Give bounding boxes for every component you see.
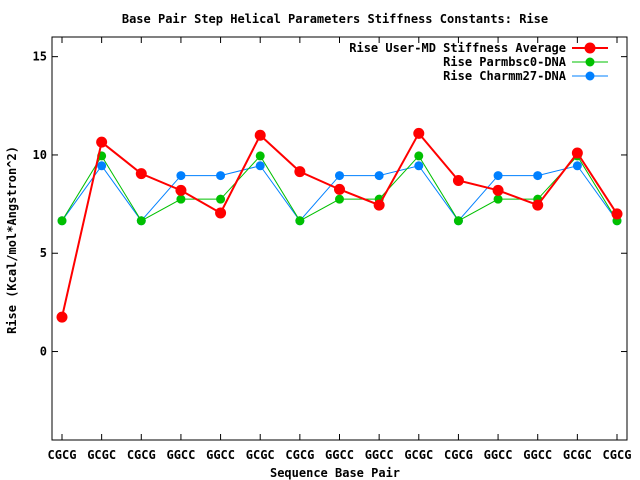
- x-tick-label: GGCC: [325, 448, 354, 462]
- data-point: [295, 216, 305, 226]
- x-tick-label: CGCG: [48, 448, 77, 462]
- data-point: [57, 216, 67, 226]
- legend-label: Rise Parmbsc0-DNA: [443, 55, 567, 69]
- y-tick-label: 10: [33, 148, 47, 162]
- data-point: [414, 151, 424, 161]
- y-axis: 0 5 10 15: [33, 50, 627, 359]
- x-axis: CGCG GCGC CGCG GGCC GGCC GCGC CGCG GGCC GGCC GCGC…: [48, 37, 632, 462]
- series-layer: [56, 127, 623, 323]
- data-point: [452, 175, 464, 187]
- data-point: [294, 166, 306, 178]
- data-point: [255, 151, 265, 161]
- data-point: [533, 171, 543, 181]
- y-tick-label: 15: [33, 50, 47, 64]
- x-tick-label: CGCG: [444, 448, 473, 462]
- data-point: [572, 161, 582, 171]
- x-axis-label: Sequence Base Pair: [270, 466, 400, 480]
- data-point: [335, 194, 344, 204]
- x-tick-label: GCGC: [404, 448, 433, 462]
- data-point: [176, 194, 186, 204]
- y-axis-label: Rise (Kcal/mol*Angstron^2): [5, 146, 19, 334]
- data-point: [176, 171, 186, 181]
- data-point: [532, 199, 544, 211]
- data-point: [215, 207, 227, 219]
- data-point: [97, 161, 107, 171]
- series-0: [56, 127, 623, 323]
- data-point: [334, 183, 345, 195]
- data-point: [453, 216, 463, 226]
- data-point: [571, 147, 583, 159]
- x-tick-label: GGCC: [206, 448, 235, 462]
- data-point: [175, 184, 187, 196]
- x-tick-label: GCGC: [87, 448, 116, 462]
- legend-marker: [584, 42, 596, 54]
- legend-label: Rise User-MD Stiffness Average: [349, 41, 566, 55]
- x-tick-label: CGCG: [285, 448, 314, 462]
- data-point: [335, 171, 344, 181]
- x-tick-label: GGCC: [166, 448, 195, 462]
- data-point: [414, 161, 424, 171]
- y-tick-label: 5: [40, 246, 47, 260]
- chart-title: Base Pair Step Helical Parameters Stiffn…: [122, 12, 548, 26]
- data-point: [611, 208, 623, 220]
- x-tick-label: CGCG: [127, 448, 156, 462]
- data-point: [56, 311, 68, 323]
- x-tick-label: GGCC: [484, 448, 513, 462]
- y-tick-label: 0: [40, 345, 47, 359]
- data-point: [373, 199, 385, 211]
- data-point: [374, 171, 384, 181]
- x-tick-label: GGCC: [365, 448, 394, 462]
- x-tick-label: GGCC: [523, 448, 552, 462]
- data-point: [216, 171, 226, 181]
- series-line: [61, 131, 618, 318]
- data-point: [216, 194, 226, 204]
- data-point: [255, 161, 265, 171]
- x-tick-label: GCGC: [563, 448, 592, 462]
- data-point: [492, 184, 504, 196]
- data-point: [493, 171, 503, 181]
- data-point: [135, 168, 147, 180]
- x-tick-label: GCGC: [246, 448, 275, 462]
- legend-marker: [585, 71, 595, 81]
- legend-marker: [585, 57, 595, 67]
- data-point: [413, 127, 425, 139]
- legend-label: Rise Charmm27-DNA: [443, 69, 567, 83]
- plot-frame: [51, 36, 628, 441]
- data-point: [136, 216, 146, 226]
- x-tick-label: CGCG: [603, 448, 632, 462]
- data-point: [493, 194, 503, 204]
- data-point: [96, 136, 108, 148]
- data-point: [254, 129, 266, 141]
